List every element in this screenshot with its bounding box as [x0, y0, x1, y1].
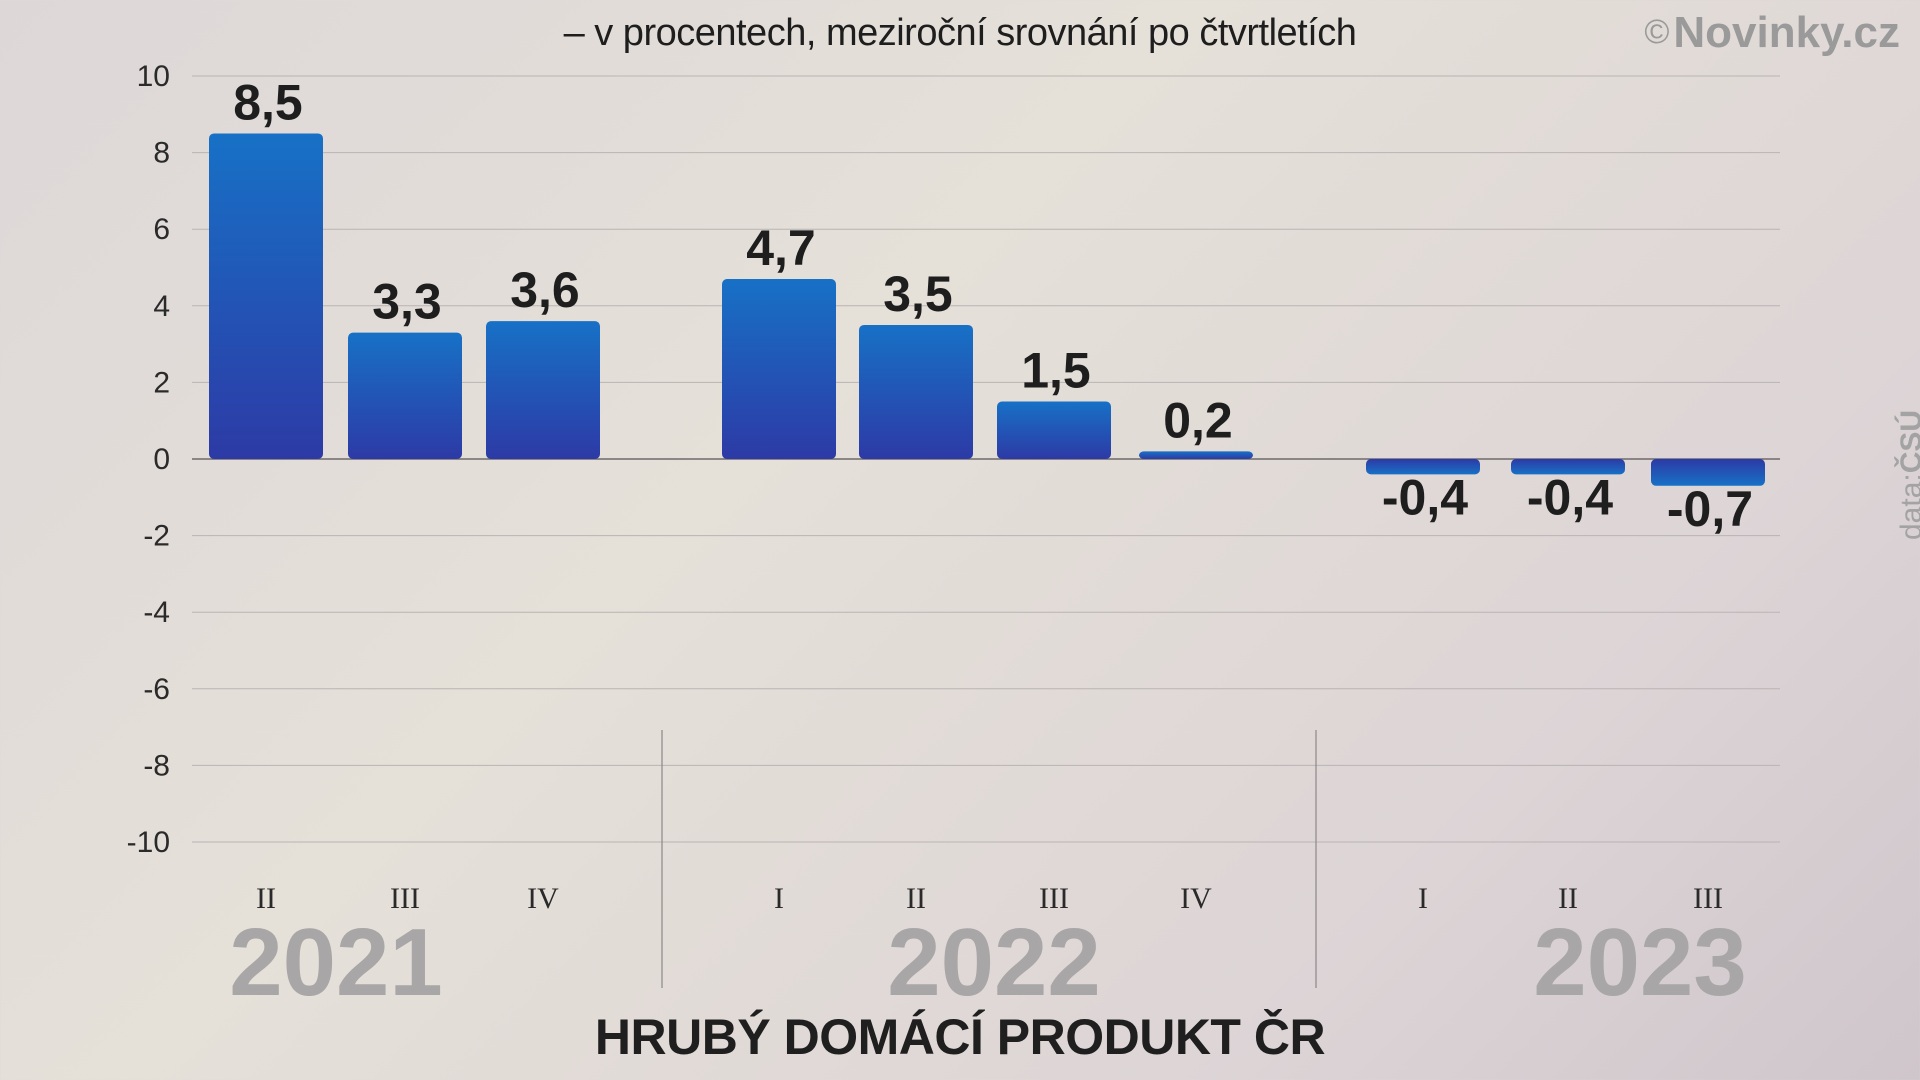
value-label: 0,2 [1163, 392, 1233, 448]
value-label: 3,6 [510, 262, 580, 318]
value-labels: 8,5 3,3 3,6 4,7 3,5 1,5 0,2 -0,4 -0,4 -0,7 [233, 74, 1753, 536]
source-name: ČSÚ [1895, 409, 1920, 474]
bar [486, 321, 600, 459]
quarter-label: III [390, 882, 420, 915]
quarter-label: I [774, 882, 784, 915]
bar [1511, 459, 1625, 475]
year-label: 2022 [887, 909, 1101, 1016]
y-tick-label: 8 [153, 137, 170, 170]
quarter-label: II [256, 882, 276, 915]
bar [1139, 451, 1253, 459]
bar [209, 133, 323, 459]
year-separators [661, 730, 1317, 988]
y-tick-label: -8 [143, 749, 170, 782]
quarter-label: II [1558, 882, 1578, 915]
quarter-labels: II III IV I II III IV I II III [256, 882, 1723, 915]
value-label: 3,5 [883, 266, 953, 322]
brand-name: Novinky.cz [1673, 8, 1900, 57]
year-label: 2021 [229, 909, 443, 1016]
quarter-label: III [1693, 882, 1723, 915]
data-source: data:ČSÚ [1895, 410, 1920, 540]
y-tick-label: 6 [153, 213, 170, 246]
y-tick-label: -10 [127, 826, 170, 859]
bar [859, 324, 973, 459]
value-label: 1,5 [1021, 343, 1091, 399]
bar [722, 278, 836, 459]
y-axis-ticks: 10 8 6 4 2 0 -2 -4 -6 -8 -10 [127, 60, 170, 859]
year-labels: 2021 2022 2023 [229, 909, 1747, 1016]
y-tick-label: 2 [153, 366, 170, 399]
value-label: -0,4 [1382, 469, 1468, 525]
value-label: -0,4 [1527, 469, 1613, 525]
y-tick-label: -2 [143, 520, 170, 553]
quarter-label: II [906, 882, 926, 915]
quarter-label: I [1418, 882, 1428, 915]
value-label: 4,7 [746, 220, 816, 276]
copyright-symbol: © [1644, 13, 1670, 51]
y-tick-label: 10 [137, 60, 170, 93]
bars [209, 133, 1765, 486]
value-label: -0,7 [1667, 481, 1753, 537]
year-label: 2023 [1533, 909, 1747, 1016]
bar [348, 332, 462, 459]
bar [1651, 459, 1765, 486]
chart-title: HRUBÝ DOMÁCÍ PRODUKT ČR [594, 1009, 1326, 1065]
source-prefix: data: [1895, 473, 1920, 540]
quarter-label: III [1039, 882, 1069, 915]
value-label: 8,5 [233, 74, 303, 130]
brand-logo[interactable]: ©Novinky.cz [1644, 8, 1900, 58]
bar [997, 401, 1111, 459]
bar [1366, 459, 1480, 475]
quarter-label: IV [527, 882, 559, 915]
chart-subtitle: – v procentech, meziroční srovnání po čt… [563, 12, 1357, 54]
y-tick-label: 4 [153, 290, 170, 323]
quarter-label: IV [1180, 882, 1212, 915]
y-tick-label: -4 [143, 596, 170, 629]
y-tick-label: 0 [153, 443, 170, 476]
y-tick-label: -6 [143, 673, 170, 706]
value-label: 3,3 [372, 274, 442, 330]
